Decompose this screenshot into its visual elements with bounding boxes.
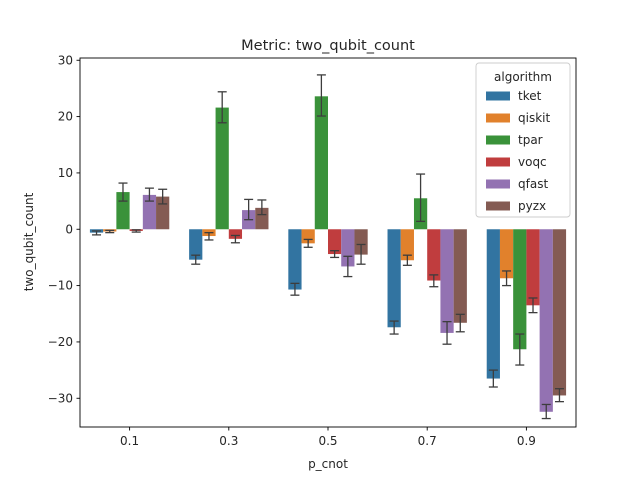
legend-swatch-tpar [486, 135, 510, 145]
bar-pyzx-0.7 [453, 229, 467, 323]
bar-voqc-0.9 [526, 229, 540, 306]
x-tick-label: 0.3 [219, 434, 238, 448]
y-tick-label: 10 [58, 166, 73, 180]
legend-label-qiskit: qiskit [518, 111, 550, 125]
x-tick-label: 0.1 [120, 434, 139, 448]
y-axis: −30 −20 −10 0 10 20 30 [48, 53, 80, 405]
bar-qiskit-0.7 [400, 229, 414, 261]
bar-tket-0.5 [288, 229, 302, 290]
y-tick-label: −30 [48, 391, 73, 405]
legend: algorithm tket qiskit tpar voqc qfast pyzx [475, 62, 571, 218]
legend-label-qfast: qfast [518, 177, 548, 191]
y-axis-label: two_qubit_count [22, 192, 36, 291]
bar-qfast-0.7 [440, 229, 454, 333]
y-tick-label: 20 [58, 110, 73, 124]
bar-voqc-0.7 [427, 229, 441, 281]
x-tick-label: 0.5 [318, 434, 337, 448]
bar-tpar-0.5 [314, 96, 328, 230]
chart-title: Metric: two_qubit_count [241, 38, 415, 54]
x-axis: 0.1 0.3 0.5 0.7 0.9 [120, 427, 536, 448]
legend-label-tket: tket [518, 89, 542, 103]
x-tick-label: 0.7 [418, 434, 437, 448]
legend-swatch-voqc [486, 157, 510, 167]
legend-frame [475, 62, 571, 218]
y-tick-label: −20 [48, 335, 73, 349]
bar-tket-0.3 [189, 229, 203, 260]
legend-swatch-pyzx [486, 201, 510, 211]
legend-swatch-qfast [486, 179, 510, 189]
x-axis-label: p_cnot [308, 457, 348, 471]
bar-pyzx-0.1 [156, 196, 170, 230]
legend-swatch-qiskit [486, 113, 510, 123]
bar-tpar-0.9 [513, 229, 527, 350]
legend-swatch-tket [486, 91, 510, 101]
error-bars-layer [92, 74, 564, 420]
bars-layer [89, 96, 567, 412]
y-tick-label: −10 [48, 279, 73, 293]
bar-voqc-0.3 [228, 229, 243, 239]
y-tick-label: 0 [65, 222, 73, 236]
legend-title: algorithm [494, 70, 552, 84]
bar-qiskit-0.9 [499, 229, 514, 279]
bar-tpar-0.3 [215, 107, 229, 230]
x-tick-label: 0.9 [517, 434, 536, 448]
bar-pyzx-0.3 [255, 207, 269, 230]
y-tick-label: 30 [58, 53, 73, 67]
legend-label-tpar: tpar [518, 133, 543, 147]
bar-tket-0.9 [486, 229, 500, 379]
bar-qfast-0.9 [539, 229, 553, 412]
bar-pyzx-0.9 [552, 229, 567, 396]
bar-qfast-0.5 [341, 229, 355, 267]
bar-qfast-0.1 [142, 194, 157, 230]
legend-label-pyzx: pyzx [518, 199, 546, 213]
bar-pyzx-0.5 [354, 229, 368, 255]
legend-label-voqc: voqc [518, 155, 547, 169]
bar-tket-0.7 [387, 229, 401, 328]
bar-voqc-0.5 [328, 229, 342, 255]
